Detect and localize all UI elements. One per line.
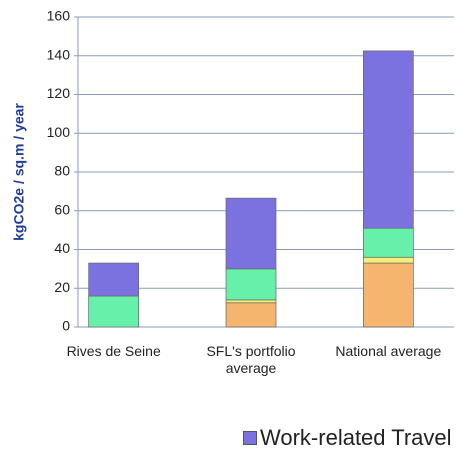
bar-segment [88, 262, 140, 297]
bar-segment [225, 197, 277, 270]
bar-segment [225, 299, 277, 304]
y-tick-label: 20 [54, 279, 70, 295]
y-axis-label: kgCO2e / sq.m / year [11, 103, 27, 241]
y-tick-label: 0 [62, 318, 70, 334]
legend-label: Work-related Travel [260, 425, 452, 450]
x-tick-label: National average [335, 343, 442, 359]
legend-swatch [243, 431, 257, 445]
bar-segment [225, 302, 277, 328]
y-tick-label: 80 [54, 163, 70, 179]
x-tick-label: Rives de Seine [66, 343, 161, 359]
y-tick-label: 60 [54, 201, 70, 217]
bar-segment [88, 295, 140, 328]
legend: Work-related Travel [243, 425, 452, 451]
y-tick-label: 100 [47, 124, 71, 140]
y-tick-label: 160 [47, 8, 71, 24]
bar-segment [362, 227, 414, 258]
bar-segment [362, 256, 414, 264]
y-tick-label: 140 [47, 46, 71, 62]
y-tick-label: 40 [54, 240, 70, 256]
y-tick-label: 120 [47, 85, 71, 101]
bar-segment [362, 50, 414, 229]
bar-segment [225, 268, 277, 301]
x-tick-label: SFL's portfolio average [206, 343, 296, 376]
bar-segment [362, 262, 414, 328]
